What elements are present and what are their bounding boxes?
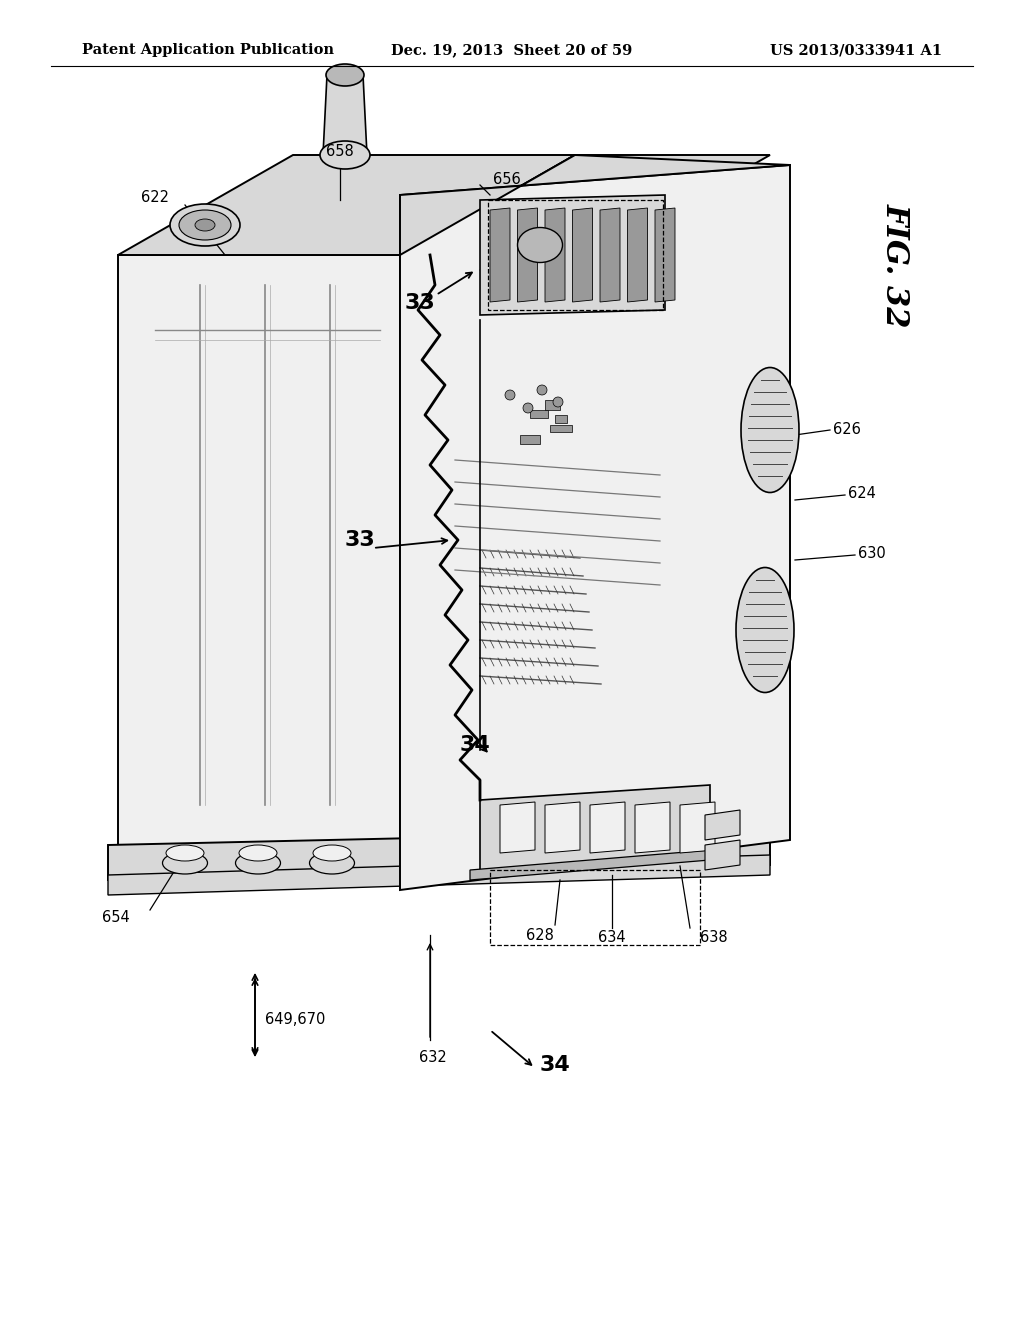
Ellipse shape [179, 210, 231, 240]
Ellipse shape [741, 367, 799, 492]
Text: 638: 638 [700, 931, 728, 945]
Polygon shape [400, 154, 790, 255]
Text: 658: 658 [326, 144, 354, 160]
Polygon shape [108, 830, 770, 880]
Circle shape [553, 397, 563, 407]
Polygon shape [655, 209, 675, 302]
Text: FIG. 32: FIG. 32 [880, 203, 910, 327]
Polygon shape [545, 209, 565, 302]
Ellipse shape [239, 845, 278, 861]
Ellipse shape [736, 568, 794, 693]
Polygon shape [600, 209, 620, 302]
Polygon shape [400, 154, 770, 255]
Polygon shape [480, 785, 710, 875]
Text: Patent Application Publication: Patent Application Publication [82, 44, 334, 57]
Bar [488, 201, 663, 310]
Polygon shape [470, 850, 710, 880]
Polygon shape [400, 165, 790, 890]
Polygon shape [572, 209, 593, 302]
Ellipse shape [313, 845, 351, 861]
Circle shape [505, 389, 515, 400]
Ellipse shape [163, 851, 208, 874]
Text: 34: 34 [460, 735, 490, 755]
Polygon shape [705, 810, 740, 840]
Polygon shape [480, 195, 665, 315]
Text: 649,670: 649,670 [265, 1012, 326, 1027]
Polygon shape [555, 414, 567, 422]
Polygon shape [550, 425, 572, 432]
Polygon shape [545, 803, 580, 853]
Ellipse shape [319, 141, 370, 169]
Text: 33: 33 [404, 293, 435, 313]
Polygon shape [118, 255, 400, 845]
Polygon shape [517, 209, 538, 302]
Text: US 2013/0333941 A1: US 2013/0333941 A1 [770, 44, 942, 57]
Polygon shape [118, 154, 575, 255]
Text: 656: 656 [493, 173, 521, 187]
Circle shape [523, 403, 534, 413]
Text: 654: 654 [102, 911, 130, 925]
Polygon shape [323, 75, 367, 154]
Ellipse shape [236, 851, 281, 874]
Circle shape [537, 385, 547, 395]
Ellipse shape [309, 851, 354, 874]
Text: Dec. 19, 2013  Sheet 20 of 59: Dec. 19, 2013 Sheet 20 of 59 [391, 44, 633, 57]
Ellipse shape [517, 227, 562, 263]
Text: 628: 628 [526, 928, 554, 942]
Polygon shape [490, 209, 510, 302]
Polygon shape [108, 855, 770, 895]
Polygon shape [680, 803, 715, 853]
Ellipse shape [166, 845, 204, 861]
Ellipse shape [326, 63, 364, 86]
Polygon shape [545, 400, 560, 411]
Text: 624: 624 [848, 487, 876, 502]
Polygon shape [500, 803, 535, 853]
Polygon shape [520, 436, 540, 444]
Text: 634: 634 [598, 931, 626, 945]
Polygon shape [635, 803, 670, 853]
Polygon shape [705, 840, 740, 870]
Polygon shape [628, 209, 647, 302]
Text: 626: 626 [833, 422, 861, 437]
Ellipse shape [170, 205, 240, 246]
Text: 33: 33 [345, 531, 376, 550]
Text: 632: 632 [419, 1051, 446, 1065]
Text: 630: 630 [858, 546, 886, 561]
Ellipse shape [195, 219, 215, 231]
Polygon shape [530, 411, 548, 418]
Bar [490, 870, 700, 945]
Polygon shape [590, 803, 625, 853]
Text: 622: 622 [141, 190, 169, 205]
Text: 34: 34 [540, 1055, 570, 1074]
